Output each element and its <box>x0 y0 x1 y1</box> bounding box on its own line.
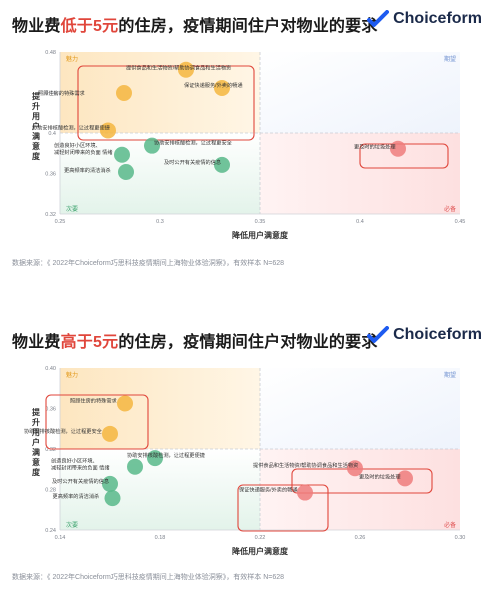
data-point <box>147 450 163 467</box>
x-axis-title: 降低用户满意度 <box>232 230 289 240</box>
choiceform-logo-icon <box>367 326 390 343</box>
brand-name: Choiceform <box>393 10 482 27</box>
title-suffix: 的住房，疫情期间住户对物业的要求 <box>118 334 378 351</box>
data-point-label: 保证快递服务/外卖的畅通 <box>239 486 298 494</box>
quadrant-label-bottom-left: 次要 <box>66 521 78 529</box>
x-tick-label: 0.30 <box>455 535 466 541</box>
quadrant-label-top-right: 期望 <box>444 371 456 379</box>
data-point-label: 提供食品和生活物资/帮助协调食品和生活物资 <box>126 64 231 72</box>
highlight-box <box>237 484 329 532</box>
y-axis-title: 提升用户满意度 <box>31 91 41 161</box>
data-point <box>127 458 143 475</box>
y-tick-label: 0.32 <box>45 212 56 218</box>
data-point-label: 更及时的垃圾处理 <box>359 472 401 480</box>
data-point <box>144 137 160 154</box>
x-tick-label: 0.4 <box>356 219 364 225</box>
data-point <box>114 146 130 163</box>
brand-logo: Choiceform <box>367 326 482 344</box>
title-prefix: 物业费 <box>12 334 61 351</box>
chart-panel-low-fee: 物业费低于5元的住房，疫情期间住户对物业的要求 Choiceform 0.25 0… <box>0 0 500 290</box>
scatter-chart-low-fee: 0.25 0.3 0.35 0.4 0.45 0.32 0.36 0.4 0.44 0.48 降低用… <box>31 50 466 240</box>
y-tick-label: 0.32 <box>45 447 56 453</box>
data-point-label: 照顾住房的特殊需求 <box>38 89 86 97</box>
data-point <box>116 85 132 102</box>
data-point-label: 更高频率的清洁消杀 <box>53 492 100 500</box>
title-highlight: 高于5元 <box>60 334 119 351</box>
x-tick-label: 0.45 <box>455 219 466 225</box>
data-point <box>390 140 406 157</box>
y-tick-label: 0.36 <box>45 172 56 178</box>
quadrant-bottom-right <box>260 133 460 214</box>
y-axis-title: 提升用户满意度 <box>31 407 41 477</box>
x-tick-label: 0.25 <box>55 219 66 225</box>
data-source-note: 数据来源：《 2022年Choiceform巧思科技疫情期间上海物业体验洞察》，… <box>12 260 285 267</box>
data-point-label: 协助安排核酸检测，让过程更安全 <box>154 139 233 147</box>
x-tick-label: 0.26 <box>355 535 366 541</box>
data-point-label: 协助安排核酸检测，让过程更便捷 <box>32 123 111 131</box>
data-point-label: 及时公开有关疫情的信息 <box>52 477 109 485</box>
quadrant-top-right <box>260 52 460 133</box>
data-point <box>214 156 230 173</box>
quadrant-label-top-left: 魅力 <box>66 55 78 63</box>
chart-title: 物业费高于5元的住房，疫情期间住户对物业的要求 <box>12 328 378 352</box>
data-point-label: 提供食品和生活物资/帮助协调食品和生活物资 <box>253 461 358 469</box>
x-tick-label: 0.14 <box>55 535 66 541</box>
quadrant-label-bottom-right: 必备 <box>444 521 456 529</box>
x-tick-label: 0.3 <box>156 219 164 225</box>
data-point <box>104 490 121 507</box>
data-point-label: 协助安排核酸检测，让过程更便捷 <box>127 451 206 459</box>
data-point-label: 创造良好小区环境、减轻封闭带来的负面 情绪 <box>51 457 110 472</box>
quadrant-label-top-left: 魅力 <box>66 371 78 379</box>
title-prefix: 物业费 <box>12 18 61 35</box>
quadrant-top-right <box>260 368 460 449</box>
data-point <box>118 163 134 180</box>
y-tick-label: 0.24 <box>45 528 56 534</box>
y-tick-label: 0.44 <box>45 91 56 97</box>
chart-panel-high-fee: 物业费高于5元的住房，疫情期间住户对物业的要求 Choiceform 0.14 0… <box>0 306 500 612</box>
data-point-label: 创造良好小区环境、减轻封闭带来的负面 情绪 <box>54 141 113 156</box>
highlight-box <box>77 65 255 141</box>
quadrant-label-bottom-left: 次要 <box>66 205 78 213</box>
y-tick-label: 0.36 <box>45 407 56 413</box>
x-axis-title: 降低用户满意度 <box>232 546 289 556</box>
brand-name: Choiceform <box>393 326 482 343</box>
y-tick-label: 0.40 <box>45 366 56 372</box>
quadrant-top-left <box>60 52 260 133</box>
y-tick-label: 0.4 <box>48 131 56 137</box>
data-point-label: 更高频率的清洁消杀 <box>64 166 111 174</box>
data-point <box>117 395 133 412</box>
data-point-label: 更及时的垃圾处理 <box>354 143 396 151</box>
data-point <box>100 122 116 139</box>
x-tick-label: 0.22 <box>255 535 266 541</box>
x-tick-label: 0.18 <box>155 535 166 541</box>
y-tick-label: 0.48 <box>45 50 56 56</box>
data-source-note: 数据来源：《 2022年Choiceform巧思科技疫情期间上海物业体验洞察》，… <box>12 574 285 581</box>
x-tick-label: 0.35 <box>255 219 266 225</box>
title-suffix: 的住房，疫情期间住户对物业的要求 <box>118 18 378 35</box>
quadrant-label-top-right: 期望 <box>444 55 456 63</box>
data-point <box>178 61 194 78</box>
brand-logo: Choiceform <box>367 10 482 28</box>
data-point-label: 保证快递服务/外卖的畅通 <box>184 81 243 89</box>
y-tick-label: 0.28 <box>45 488 56 494</box>
choiceform-logo-icon <box>367 10 390 27</box>
data-point <box>102 475 118 492</box>
data-point <box>297 484 313 501</box>
data-point-label: 协助安排核酸检测，让过程更安全 <box>24 427 103 435</box>
highlight-box <box>45 394 149 450</box>
quadrant-top-left <box>60 368 260 449</box>
data-point <box>102 425 118 442</box>
data-point <box>214 79 230 96</box>
data-point-label: 照顾住房的特殊需求 <box>70 396 118 404</box>
chart-title: 物业费低于5元的住房，疫情期间住户对物业的要求 <box>12 12 378 36</box>
data-point <box>347 460 363 477</box>
data-point <box>397 470 413 487</box>
data-point-label: 及时公开有关疫情的信息 <box>164 158 221 166</box>
title-highlight: 低于5元 <box>60 18 119 35</box>
quadrant-bottom-left <box>60 133 260 214</box>
scatter-chart-high-fee: 0.14 0.18 0.22 0.26 0.30 0.24 0.28 0.32 0.36 0.40… <box>24 366 466 556</box>
quadrant-label-bottom-right: 必备 <box>444 205 456 213</box>
